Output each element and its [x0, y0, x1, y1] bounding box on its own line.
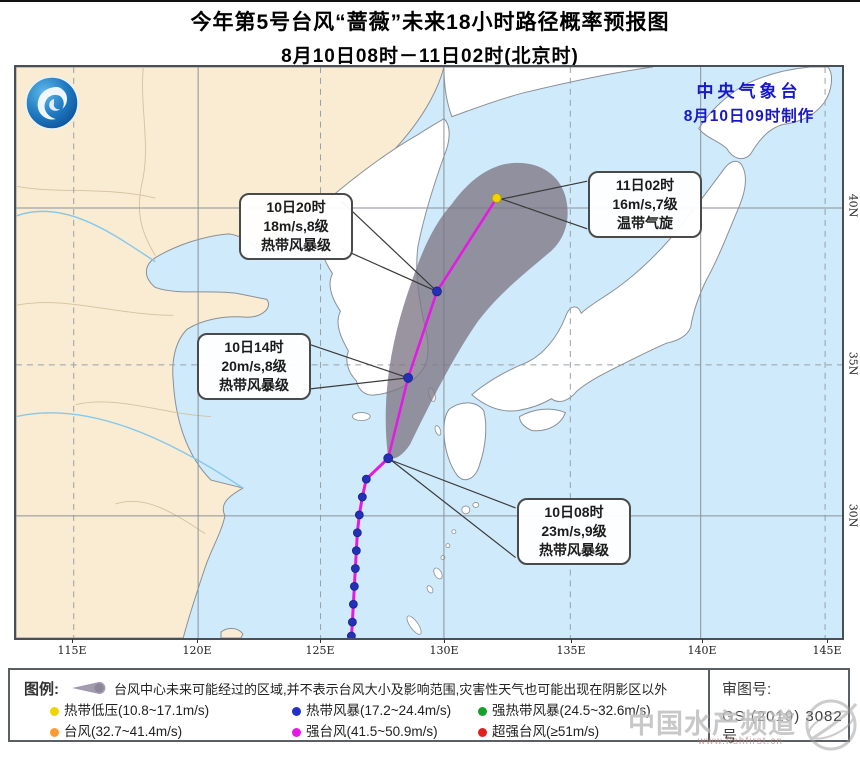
page-title: 今年第5号台风“蔷薇”未来18小时路径概率预报图 [190, 11, 670, 34]
top-border-rule [0, 0, 860, 2]
typhoon-forecast-map: 中央气象台 8月10日09时制作 10日20时 18m/s,8级 热带风暴级 1… [14, 65, 844, 640]
past-track-points [346, 474, 371, 638]
callout-intensity: 16m/s,7级 [612, 196, 678, 212]
legend-item-severe-typhoon: 强台风(41.5~50.9m/s) [292, 720, 438, 740]
callout-10d14h: 10日14时 20m/s,8级 热带风暴级 [197, 333, 311, 400]
graticule [16, 67, 842, 638]
callout-leader-lines [302, 180, 588, 559]
legend-item-typhoon: 台风(32.7~41.4m/s) [50, 720, 182, 740]
callout-category: 热带风暴级 [219, 377, 289, 393]
lon-label-120e: 120E [175, 639, 219, 657]
tropical-depression-dot-icon [50, 707, 59, 716]
callout-intensity: 20m/s,8级 [221, 358, 287, 374]
legend-item-tropical-storm: 热带风暴(17.2~24.4m/s) [292, 699, 451, 719]
forecast-track-line [386, 197, 498, 459]
review-label: 审图号: [722, 681, 772, 698]
lat-label-40n: 40N [846, 193, 860, 218]
legend-divider [708, 670, 710, 740]
forecast-point-extratropical [491, 193, 502, 203]
cone-icon [70, 680, 110, 701]
legend-item-super-typhoon: 超强台风(≥51m/s) [478, 720, 599, 740]
forecast-point-14h [403, 372, 413, 383]
callout-11d02h: 11日02时 16m/s,7级 温带气旋 [588, 171, 702, 238]
hokkaido-coastline [698, 67, 833, 160]
issue-time: 8月10日09时制作 [683, 108, 815, 125]
cma-logo [24, 75, 80, 131]
legend: 图例: 台风中心未来可能经过的区域,并不表示台风大小及影响范围,灾害性天气也可能… [8, 668, 850, 745]
lon-label-130e: 130E [422, 639, 466, 657]
super-typhoon-dot-icon [478, 728, 487, 737]
shikoku-coastline [519, 408, 566, 432]
lon-label-140e: 140E [680, 639, 724, 657]
russia-coastline [443, 67, 653, 118]
page-subtitle: 8月10日08时－11日02时(北京时) [281, 46, 579, 67]
map-review-number: 审图号: GS (2019) 3082号 [722, 678, 848, 746]
callout-category: 热带风暴级 [261, 237, 331, 253]
callout-10d20h: 10日20时 18m/s,8级 热带风暴级 [239, 193, 353, 260]
lat-label-35n: 35N [846, 351, 860, 376]
legend-cone-description: 台风中心未来可能经过的区域,并不表示台风大小及影响范围,灾害性天气也可能出现在阴… [114, 682, 668, 697]
callout-time: 10日08时 [544, 504, 604, 520]
callout-intensity: 18m/s,8级 [263, 218, 329, 234]
agency-credit: 中央气象台 8月10日09时制作 [664, 77, 834, 126]
current-position-point [383, 453, 394, 464]
province-borders [16, 67, 212, 535]
callout-time: 10日20时 [266, 199, 326, 215]
taiwan-coastline [220, 627, 244, 638]
severe-typhoon-dot-icon [292, 728, 301, 737]
callout-time: 10日14时 [224, 339, 284, 355]
forecast-point-20h [432, 286, 442, 297]
tropical-storm-dot-icon [292, 707, 301, 716]
agency-name: 中央气象台 [696, 82, 802, 101]
lon-label-145e: 145E [805, 639, 849, 657]
callout-time: 11日02时 [615, 177, 675, 193]
legend-item-tropical-depression: 热带低压(10.8~17.1m/s) [50, 699, 209, 719]
callout-category: 热带风暴级 [539, 542, 609, 558]
lon-label-125e: 125E [298, 639, 342, 657]
lat-label-30n: 30N [846, 503, 860, 528]
lon-label-115e: 115E [50, 639, 94, 657]
review-number: GS (2019) 3082号 [722, 708, 843, 745]
typhoon-dot-icon [50, 728, 59, 737]
callout-category: 温带气旋 [617, 215, 673, 231]
severe-tropical-storm-dot-icon [478, 707, 487, 716]
callout-10d08h: 10日08时 23m/s,9级 热带风暴级 [517, 498, 631, 565]
forecast-probability-cone [385, 162, 568, 459]
rivers [16, 210, 244, 489]
map-canvas [16, 67, 842, 638]
lon-label-135e: 135E [549, 639, 593, 657]
callout-intensity: 23m/s,9级 [541, 523, 607, 539]
legend-item-severe-tropical-storm: 强热带风暴(24.5~32.6m/s) [478, 699, 651, 719]
legend-label: 图例: [24, 681, 59, 698]
header: 今年第5号台风“蔷薇”未来18小时路径概率预报图 8月10日08时－11日02时… [0, 6, 860, 68]
kyushu-coastline [443, 402, 487, 481]
